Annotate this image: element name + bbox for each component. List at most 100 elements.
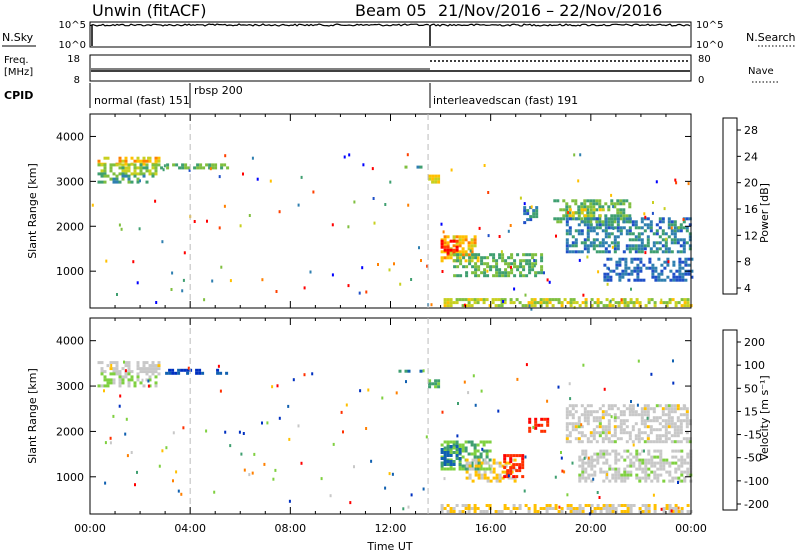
cell-power-14 [503, 301, 507, 305]
cell-power-1 [133, 166, 137, 170]
scatter-power [608, 267, 610, 271]
scatter-velocity [606, 473, 609, 477]
cell-velocity-12 [623, 504, 627, 507]
cell-power-11 [580, 208, 584, 212]
cell-velocity-11 [593, 470, 597, 474]
scatter-power [309, 270, 312, 274]
cell-power-10 [595, 199, 599, 203]
cell-velocity-11 [650, 470, 654, 474]
xtick-label-1: 04:00 [174, 522, 206, 535]
cell-velocity-11 [602, 455, 606, 459]
cell-velocity-10 [580, 404, 584, 408]
cell-velocity-10 [661, 413, 665, 417]
cell-velocity-11 [614, 467, 618, 471]
cell-power-12 [649, 250, 653, 254]
cell-velocity-10 [679, 428, 683, 432]
cell-power-14 [668, 301, 672, 305]
cell-power-9 [526, 212, 530, 216]
cell-velocity-10 [664, 440, 668, 444]
cell-velocity-12 [509, 510, 513, 513]
cell-power-10 [595, 202, 599, 206]
cell-power-12 [613, 241, 617, 245]
scatter-power [377, 263, 379, 266]
cell-power-12 [676, 241, 680, 245]
scatter-power [509, 224, 512, 227]
cell-velocity-10 [610, 404, 614, 408]
cell-power-10 [607, 205, 611, 209]
cell-power-10 [583, 199, 587, 203]
cell-velocity-10 [643, 440, 647, 444]
cell-velocity-7 [495, 461, 499, 465]
cell-velocity-10 [568, 431, 572, 435]
scatter-velocity [472, 374, 475, 378]
cell-power-13 [615, 272, 619, 276]
cell-velocity-12 [647, 507, 651, 510]
cell-velocity-12 [620, 510, 624, 513]
cell-power-14 [611, 298, 615, 302]
cell-velocity-10 [604, 431, 608, 435]
cell-power-10 [571, 199, 575, 203]
cell-power-13 [681, 260, 685, 264]
cell-power-12 [679, 229, 683, 233]
cell-velocity-10 [565, 410, 569, 414]
cell-velocity-8 [503, 457, 507, 461]
nsky-panel [89, 21, 692, 48]
cell-power-10 [619, 202, 623, 206]
cell-velocity-3 [407, 369, 411, 373]
cell-velocity-11 [596, 458, 600, 462]
cell-power-8 [492, 265, 496, 269]
cell-velocity-11 [599, 455, 603, 459]
cell-velocity-4 [437, 382, 441, 386]
cell-power-14 [638, 304, 642, 308]
cell-velocity-11 [674, 476, 678, 480]
cell-power-14 [668, 298, 672, 302]
cell-velocity-10 [643, 407, 647, 411]
cell-power-8 [540, 259, 544, 263]
cell-velocity-10 [658, 437, 662, 441]
scatter-velocity [126, 454, 129, 458]
scatter-velocity [329, 494, 332, 498]
cell-velocity-10 [649, 440, 653, 444]
cell-velocity-7 [468, 464, 472, 468]
scatter-velocity [566, 493, 569, 497]
cell-velocity-11 [680, 464, 684, 468]
cell-power-14 [647, 298, 651, 302]
cell-velocity-11 [677, 458, 681, 462]
cell-power-8 [462, 256, 466, 260]
cell-velocity-12 [512, 504, 516, 507]
cell-velocity-9 [528, 429, 532, 433]
cell-power-8 [519, 265, 523, 269]
cell-power-9 [529, 215, 533, 219]
cell-power-3 [214, 163, 218, 167]
cell-power-12 [613, 217, 617, 221]
cell-velocity-6 [446, 460, 450, 463]
cell-power-12 [586, 226, 590, 230]
cell-velocity-7 [477, 473, 481, 477]
cell-velocity-2 [198, 368, 202, 372]
cell-velocity-10 [646, 407, 650, 411]
cell-power-12 [619, 232, 623, 236]
scatter-power [239, 224, 242, 228]
cell-power-10 [604, 202, 608, 206]
colorbar-tick-label: 100 [744, 359, 765, 372]
cell-power-12 [586, 238, 590, 242]
scatter-power [498, 235, 501, 238]
cell-power-14 [623, 304, 627, 308]
cell-velocity-11 [653, 470, 657, 474]
cell-velocity-11 [590, 464, 594, 468]
cell-velocity-11 [653, 449, 657, 453]
cell-power-5 [431, 177, 435, 181]
cell-power-4 [416, 165, 420, 169]
cell-power-8 [498, 253, 502, 257]
cell-velocity-10 [583, 434, 587, 438]
cell-power-8 [540, 253, 544, 257]
scatter-power [220, 265, 223, 269]
cell-power-8 [507, 274, 511, 278]
cell-power-12 [565, 244, 569, 248]
cell-power-10 [553, 199, 557, 203]
cell-velocity-0 [115, 367, 119, 371]
cell-power-1 [103, 163, 107, 167]
cell-velocity-11 [686, 455, 690, 459]
cell-power-13 [678, 272, 682, 276]
scatter-velocity [571, 461, 574, 465]
